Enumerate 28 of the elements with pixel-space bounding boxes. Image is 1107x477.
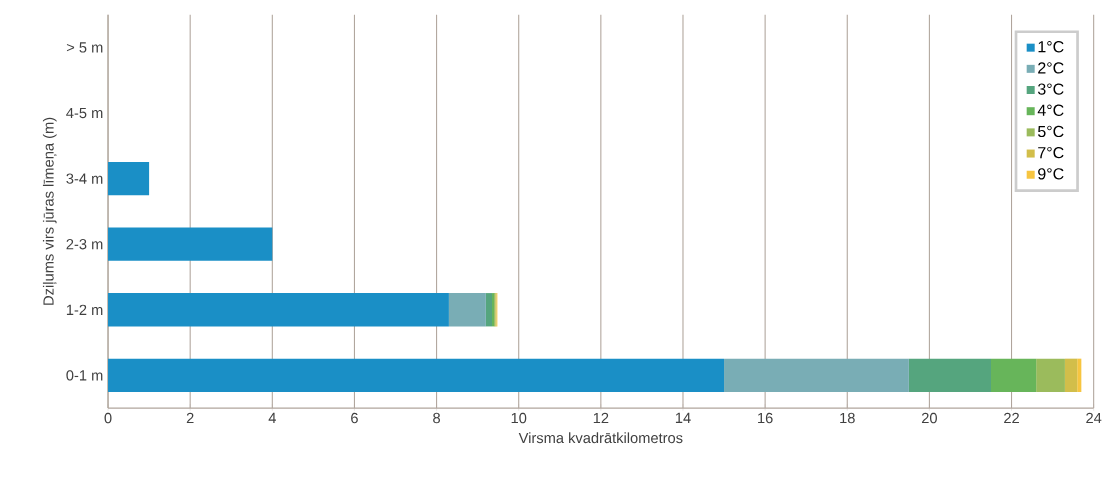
x-tick-label: 2 [186, 412, 194, 423]
legend-label: 7°C [1038, 146, 1064, 159]
y-axis-title: Dziļums virs jūras līmeņa (m) [42, 117, 57, 305]
y-tick-label: 3-4 m [66, 173, 103, 184]
x-tick-label: 8 [433, 412, 441, 423]
x-tick-label: 22 [1004, 412, 1019, 423]
legend-label: 2°C [1038, 62, 1064, 74]
y-tick-label: 0-1 m [66, 369, 103, 381]
y-tick-label: > 5 m [66, 42, 103, 53]
legend-label: 5°C [1038, 125, 1064, 137]
y-tick-label: 4-5 m [66, 107, 103, 118]
legend-label: 3°C [1037, 83, 1064, 95]
y-tick-label: 1-2 m [66, 304, 103, 315]
x-tick-label: 6 [351, 412, 358, 423]
x-tick-label: 18 [840, 412, 855, 423]
x-tick-label: 10 [511, 412, 527, 423]
legend-label: 9°C [1038, 167, 1064, 180]
x-tick-label: 12 [593, 412, 609, 423]
legend-label: 4°C [1037, 104, 1064, 116]
x-tick-label: 14 [675, 412, 691, 423]
x-tick-label: 20 [921, 412, 937, 423]
legend-label: 1°C [1038, 40, 1064, 53]
x-tick-label: 24 [1086, 412, 1102, 423]
x-axis-title: Virsma kvadrātkilometros [518, 432, 683, 443]
y-tick-label: 2-3 m [66, 238, 103, 250]
x-tick-label: 16 [758, 412, 773, 423]
x-tick-label: 0 [104, 412, 112, 423]
x-tick-label: 4 [268, 412, 276, 423]
